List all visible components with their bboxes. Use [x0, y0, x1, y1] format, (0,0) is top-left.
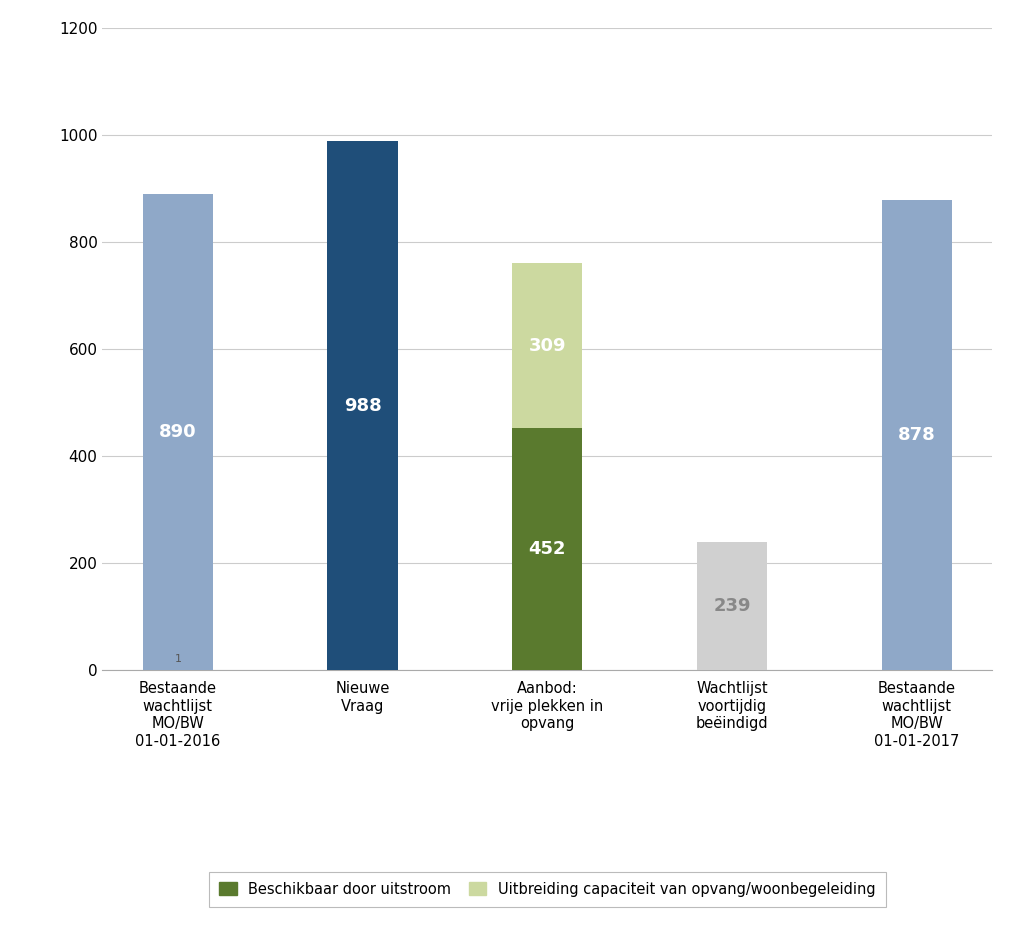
Text: 452: 452	[529, 540, 566, 559]
Text: 878: 878	[898, 426, 936, 444]
Bar	[697, 543, 767, 670]
Text: 1: 1	[174, 654, 181, 664]
Bar	[143, 194, 213, 670]
Text: 988: 988	[344, 397, 382, 415]
Legend: Beschikbaar door uitstroom, Uitbreiding capaciteit van opvang/woonbegeleiding: Beschikbaar door uitstroom, Uitbreiding …	[209, 871, 886, 907]
Text: 239: 239	[713, 598, 751, 615]
Bar	[327, 142, 398, 670]
Text: 309: 309	[529, 337, 566, 355]
Bar	[513, 263, 582, 428]
Bar	[882, 200, 951, 670]
Text: 890: 890	[159, 423, 196, 441]
Bar	[513, 428, 582, 670]
